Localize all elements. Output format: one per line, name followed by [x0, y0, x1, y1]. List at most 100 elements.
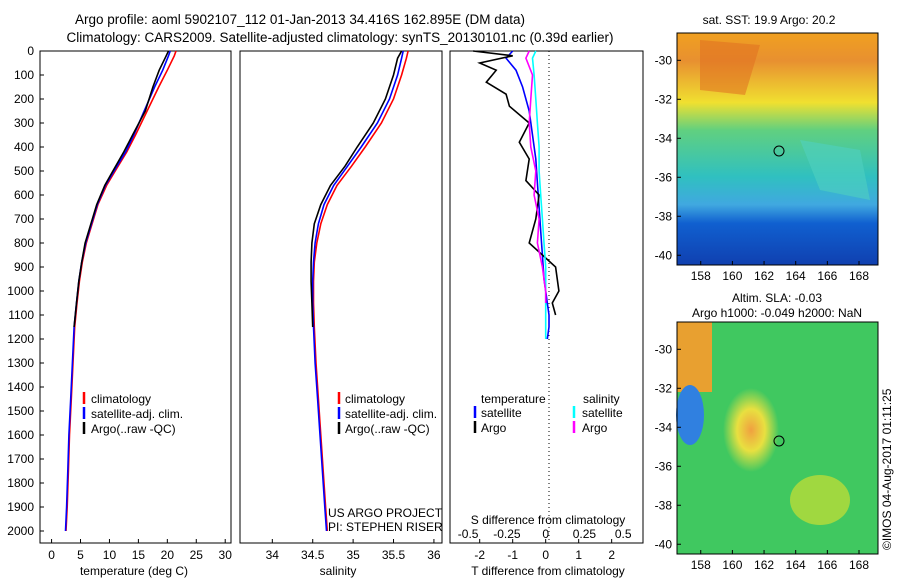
- depth-tick-label: 2000: [7, 524, 34, 538]
- depth-tick-label: 100: [14, 68, 34, 82]
- salinity-x-label: salinity: [320, 564, 357, 578]
- map-x-tick-label: 162: [754, 269, 774, 283]
- map-y-tick-label: -34: [655, 131, 673, 145]
- x-tick-label: 36: [427, 548, 441, 562]
- credit-pi: PI: STEPHEN RISER: [328, 520, 443, 534]
- s-difference-label: S difference from climatology: [471, 513, 626, 527]
- s-tick-label: -0.5: [458, 527, 479, 541]
- legend-temperature-header: temperature: [481, 392, 546, 406]
- depth-tick-label: 1300: [7, 356, 34, 370]
- sla-cool-eddy: [676, 385, 704, 445]
- map-x-tick-label: 160: [722, 558, 742, 572]
- legend-argo-label: Argo(..raw -QC): [345, 422, 430, 436]
- depth-tick-label: 700: [14, 212, 34, 226]
- x-tick-label: -2: [474, 548, 485, 562]
- x-tick-label: 15: [132, 548, 146, 562]
- temperature-x-label: temperature (deg C): [80, 564, 188, 578]
- map-x-tick-label: 168: [849, 558, 869, 572]
- map-x-tick-label: 164: [786, 558, 806, 572]
- t-difference-x-axis: -2 -1 0 1 2: [474, 539, 615, 562]
- legend-argo-label: Argo(..raw -QC): [91, 422, 176, 436]
- depth-tick-label: 1900: [7, 500, 34, 514]
- sst-map-axes: -30 -32 -34 -36 -38 -40 158 160 162 164 166 168: [655, 53, 870, 283]
- series-line-temperature-0: [65, 50, 177, 532]
- x-tick-label: 35.5: [382, 548, 406, 562]
- sst-map-title: sat. SST: 19.9 Argo: 20.2: [703, 13, 836, 27]
- depth-tick-label: 400: [14, 140, 34, 154]
- legend-climatology-label: climatology: [91, 392, 151, 406]
- sla-warm-corner: [677, 322, 712, 392]
- imos-timestamp: ©IMOS 04-Aug-2017 01:11:25: [880, 388, 894, 550]
- s-tick-label: 0.5: [615, 527, 632, 541]
- map-x-tick-label: 166: [817, 269, 837, 283]
- sst-map-frame: [676, 32, 879, 266]
- sla-map-title-line-1: Altim. SLA: -0.03: [732, 291, 822, 305]
- salinity-panel: 34 34.5 35 35.5 36 salinity climatology sate…: [239, 50, 443, 578]
- x-tick-label: 35: [346, 548, 360, 562]
- depth-tick-label: 1400: [7, 380, 34, 394]
- depth-tick-label: 1100: [8, 308, 34, 322]
- s-tick-label: 0: [542, 527, 549, 541]
- salinity-x-axis: 34 34.5 35 35.5 36: [266, 539, 441, 562]
- sla-map-title-line-2: Argo h1000: -0.049 h2000: NaN: [692, 306, 862, 320]
- depth-tick-label: 1700: [7, 452, 34, 466]
- depth-tick-label: 900: [14, 260, 34, 274]
- temperature-panel: 0 5 10 15 20 25 30 temperature (deg C) climato…: [39, 50, 233, 578]
- salinity-legend: climatology satellite-adj. clim. Argo(..…: [337, 392, 437, 436]
- legend-t-satellite-label: satellite: [481, 406, 522, 420]
- depth-tick-label: 1500: [7, 404, 34, 418]
- series-line-salinity-2: [310, 50, 403, 328]
- difference-legend: temperature salinity satellite Argo sate…: [473, 392, 623, 435]
- x-tick-label: 30: [219, 548, 233, 562]
- figure-title-line-2: Climatology: CARS2009. Satellite-adjuste…: [66, 30, 613, 45]
- x-tick-label: 2: [608, 548, 615, 562]
- series-line-temperature-1: [64, 50, 171, 532]
- map-y-tick-label: -40: [655, 537, 673, 551]
- s-tick-label: -0.25: [493, 527, 521, 541]
- depth-axis: 0 100 200 300 400 500 600 700 800 900 1000 1100 1200…: [7, 44, 44, 538]
- series-line-salinity-0: [312, 50, 409, 532]
- series-line-difference-1: [473, 50, 560, 316]
- sla-map-frame: [676, 321, 879, 555]
- x-tick-label: 0: [542, 548, 549, 562]
- salinity-plot-frame: [239, 50, 443, 544]
- sst-argo-location-marker: [773, 145, 785, 157]
- map-y-tick-label: -32: [655, 92, 673, 106]
- map-y-tick-label: -38: [655, 498, 673, 512]
- map-x-tick-label: 158: [691, 558, 711, 572]
- depth-tick-label: 1800: [7, 476, 34, 490]
- x-tick-label: 20: [161, 548, 175, 562]
- map-x-tick-label: 162: [754, 558, 774, 572]
- depth-tick-label: 300: [14, 116, 34, 130]
- depth-tick-label: 1000: [7, 284, 34, 298]
- series-line-temperature-2: [73, 50, 170, 328]
- map-x-tick-label: 160: [722, 269, 742, 283]
- sla-map-axes: -30 -32 -34 -36 -38 -40 158 160 162 164 166 168: [655, 342, 870, 572]
- legend-s-argo-label: Argo: [582, 421, 608, 435]
- legend-satellite-label: satellite-adj. clim.: [345, 407, 437, 421]
- x-tick-label: 5: [77, 548, 84, 562]
- map-x-tick-label: 166: [817, 558, 837, 572]
- depth-tick-label: 0: [27, 44, 34, 58]
- figure-title-line-1: Argo profile: aoml 5902107_112 01-Jan-20…: [75, 12, 525, 27]
- map-y-tick-label: -36: [655, 459, 673, 473]
- credit-project: US ARGO PROJECT: [328, 506, 443, 520]
- x-tick-label: 0: [48, 548, 55, 562]
- temperature-legend: climatology satellite-adj. clim. Argo(..…: [82, 392, 183, 436]
- s-tick-label: 0.25: [573, 527, 597, 541]
- map-y-tick-label: -34: [655, 420, 673, 434]
- map-y-tick-label: -30: [655, 342, 673, 356]
- depth-tick-label: 800: [14, 236, 34, 250]
- legend-climatology-label: climatology: [345, 392, 405, 406]
- map-y-tick-label: -36: [655, 170, 673, 184]
- sla-warm-eddy: [715, 370, 795, 490]
- legend-salinity-header: salinity: [583, 392, 620, 406]
- sla-mid-patch: [790, 475, 850, 525]
- difference-panel: -2 -1 0 1 2 -0.5 -0.25 0 0.25 0.5 S difference f…: [449, 50, 644, 578]
- sla-argo-location-marker: [773, 435, 785, 447]
- depth-tick-label: 1200: [7, 332, 34, 346]
- series-line-difference-0: [505, 50, 550, 340]
- depth-tick-label: 200: [14, 92, 34, 106]
- series-line-difference-3: [525, 50, 547, 303]
